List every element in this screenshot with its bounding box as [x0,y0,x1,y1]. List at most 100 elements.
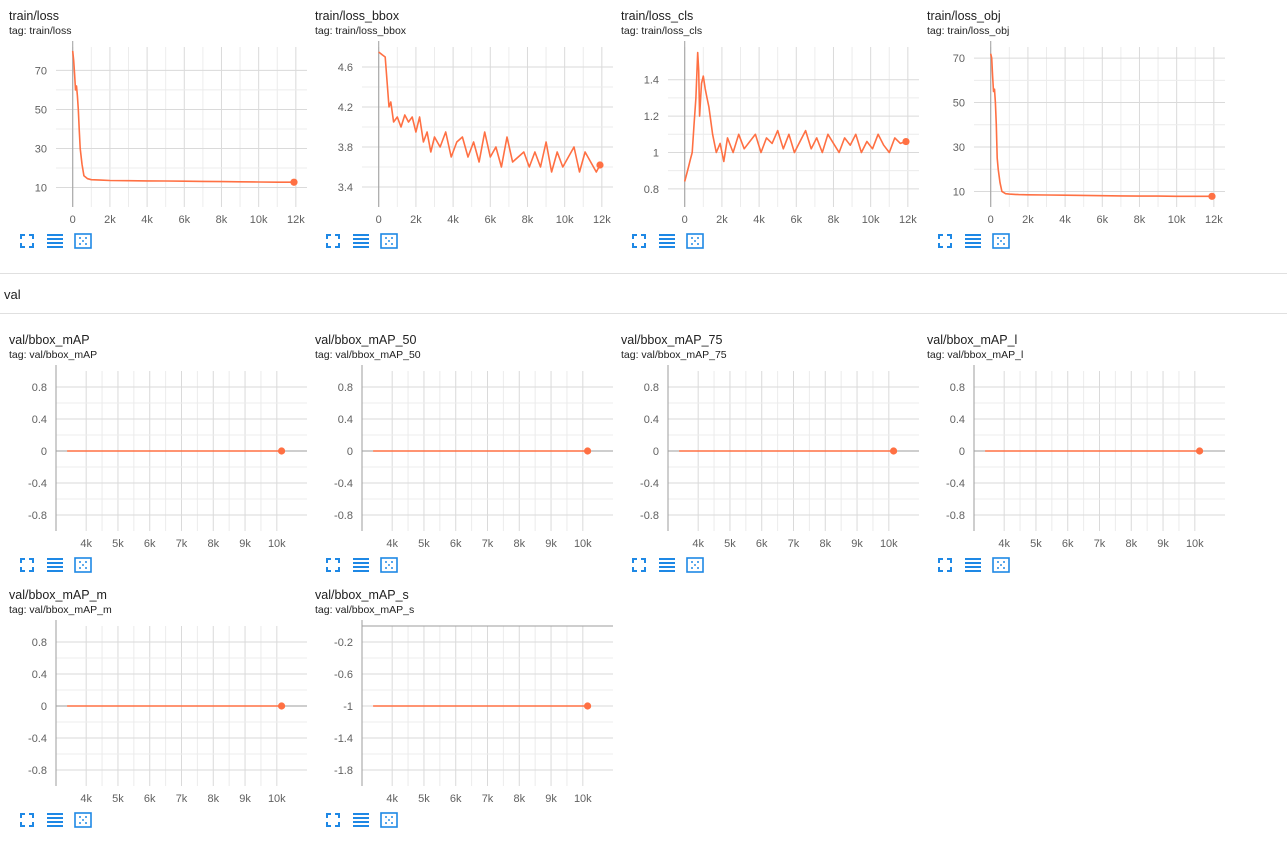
y-tick-label: 0 [347,446,353,458]
x-tick-label: 10k [268,793,286,805]
y-tick-label: 30 [35,143,47,155]
data-table-icon[interactable] [351,231,371,251]
x-tick-label: 6k [790,214,802,226]
x-tick-label: 8k [513,538,525,550]
x-tick-label: 10k [574,793,592,805]
fullscreen-icon[interactable] [323,555,343,575]
fullscreen-icon[interactable] [935,231,955,251]
x-tick-label: 5k [418,793,430,805]
last-point-marker [583,447,592,455]
y-tick-label: 3.4 [338,182,353,194]
y-tick-label: 0.8 [32,382,47,394]
x-tick-label: 4k [447,214,459,226]
x-tick-label: 12k [287,214,305,226]
y-tick-label: -0.8 [28,510,47,522]
data-table-icon[interactable] [351,555,371,575]
chart-card: train/loss_obj tag: train/loss_obj 0 2k 4k 6k… [927,9,1227,259]
chart-plot: 4k 5k 6k 7k 8k 9k 10k 0.8 0.4 0 -0.4 -0.8 [640,365,919,550]
fit-domain-icon[interactable] [685,555,705,575]
fullscreen-icon[interactable] [17,231,37,251]
x-tick-label: 4k [80,793,92,805]
data-table-icon[interactable] [963,555,983,575]
x-tick-label: 7k [482,538,494,550]
x-tick-label: 0 [988,214,994,226]
data-table-icon[interactable] [963,231,983,251]
fit-domain-icon[interactable] [379,231,399,251]
group-title-val: val [4,287,21,302]
x-tick-label: 8k [216,214,228,226]
chart-title: train/loss_bbox [315,9,400,23]
x-tick-label: 9k [545,793,557,805]
x-tick-label: 8k [513,793,525,805]
chart-tag: tag: train/loss_cls [621,25,703,37]
x-tick-label: 12k [899,214,917,226]
y-tick-label: 70 [953,53,965,65]
fullscreen-icon[interactable] [935,555,955,575]
x-tick-label: 10k [574,538,592,550]
chart-card: val/bbox_mAP_l tag: val/bbox_mAP_l 4k 5k 6k 7… [927,333,1227,583]
x-tick-label: 9k [545,538,557,550]
x-tick-label: 4k [141,214,153,226]
fullscreen-icon[interactable] [323,231,343,251]
fit-domain-icon[interactable] [379,555,399,575]
x-tick-label: 4k [386,538,398,550]
y-tick-label: -0.4 [946,478,965,490]
fit-domain-icon[interactable] [73,231,93,251]
fit-domain-icon[interactable] [991,555,1011,575]
x-tick-label: 2k [1022,214,1034,226]
y-tick-label: 0.4 [950,414,965,426]
x-tick-label: 7k [176,793,188,805]
data-table-icon[interactable] [45,555,65,575]
x-tick-label: 10k [268,538,286,550]
chart-tag: tag: val/bbox_mAP_75 [621,349,727,361]
x-tick-label: 5k [112,793,124,805]
x-tick-label: 4k [386,793,398,805]
x-tick-label: 8k [819,538,831,550]
chart-card: train/loss tag: train/loss 0 2k 4k 6k 8k 10k 12k… [9,9,309,259]
chart-title: train/loss_obj [927,9,1001,23]
y-tick-label: 4.6 [338,62,353,74]
data-table-icon[interactable] [657,555,677,575]
fullscreen-icon[interactable] [17,810,37,830]
x-tick-label: 2k [410,214,422,226]
last-point-marker [277,447,286,455]
data-table-icon[interactable] [45,231,65,251]
chart-plot: 0 2k 4k 6k 8k 10k 12k 10 30 50 70 [953,41,1225,226]
chart-tag: tag: val/bbox_mAP_l [927,349,1024,361]
x-tick-label: 2k [716,214,728,226]
data-table-icon[interactable] [657,231,677,251]
chart-plot: 4k 5k 6k 7k 8k 9k 10k 0.8 0.4 0 -0.4 -0.8 [946,365,1225,550]
chart-plot: 4k 5k 6k 7k 8k 9k 10k -0.2 -0.6 -1 -1.4 -1.8 [334,620,613,805]
fullscreen-icon[interactable] [323,810,343,830]
y-tick-label: -0.4 [28,733,47,745]
x-tick-label: 9k [1157,538,1169,550]
y-tick-label: -0.4 [28,478,47,490]
y-tick-label: -0.4 [334,478,353,490]
data-table-icon[interactable] [45,810,65,830]
x-tick-label: 10k [862,214,880,226]
y-tick-label: 30 [953,142,965,154]
last-point-marker [1208,192,1216,200]
fullscreen-icon[interactable] [17,555,37,575]
y-tick-label: -1.8 [334,765,353,777]
last-point-marker [596,161,604,169]
fullscreen-icon[interactable] [629,555,649,575]
fit-domain-icon[interactable] [991,231,1011,251]
x-tick-label: 4k [692,538,704,550]
x-tick-label: 8k [1125,538,1137,550]
fit-domain-icon[interactable] [685,231,705,251]
x-tick-label: 9k [239,793,251,805]
x-tick-label: 5k [112,538,124,550]
x-tick-label: 9k [239,538,251,550]
chart-plot: 0 2k 4k 6k 8k 10k 12k 10 30 50 70 [35,41,307,226]
y-tick-label: 0.8 [644,382,659,394]
fullscreen-icon[interactable] [629,231,649,251]
x-tick-label: 10k [1168,214,1186,226]
x-tick-label: 12k [1205,214,1223,226]
fit-domain-icon[interactable] [73,555,93,575]
chart-card: train/loss_cls tag: train/loss_cls 0 2k 4k 6k… [621,9,921,259]
fit-domain-icon[interactable] [73,810,93,830]
x-tick-label: 6k [1062,538,1074,550]
fit-domain-icon[interactable] [379,810,399,830]
data-table-icon[interactable] [351,810,371,830]
